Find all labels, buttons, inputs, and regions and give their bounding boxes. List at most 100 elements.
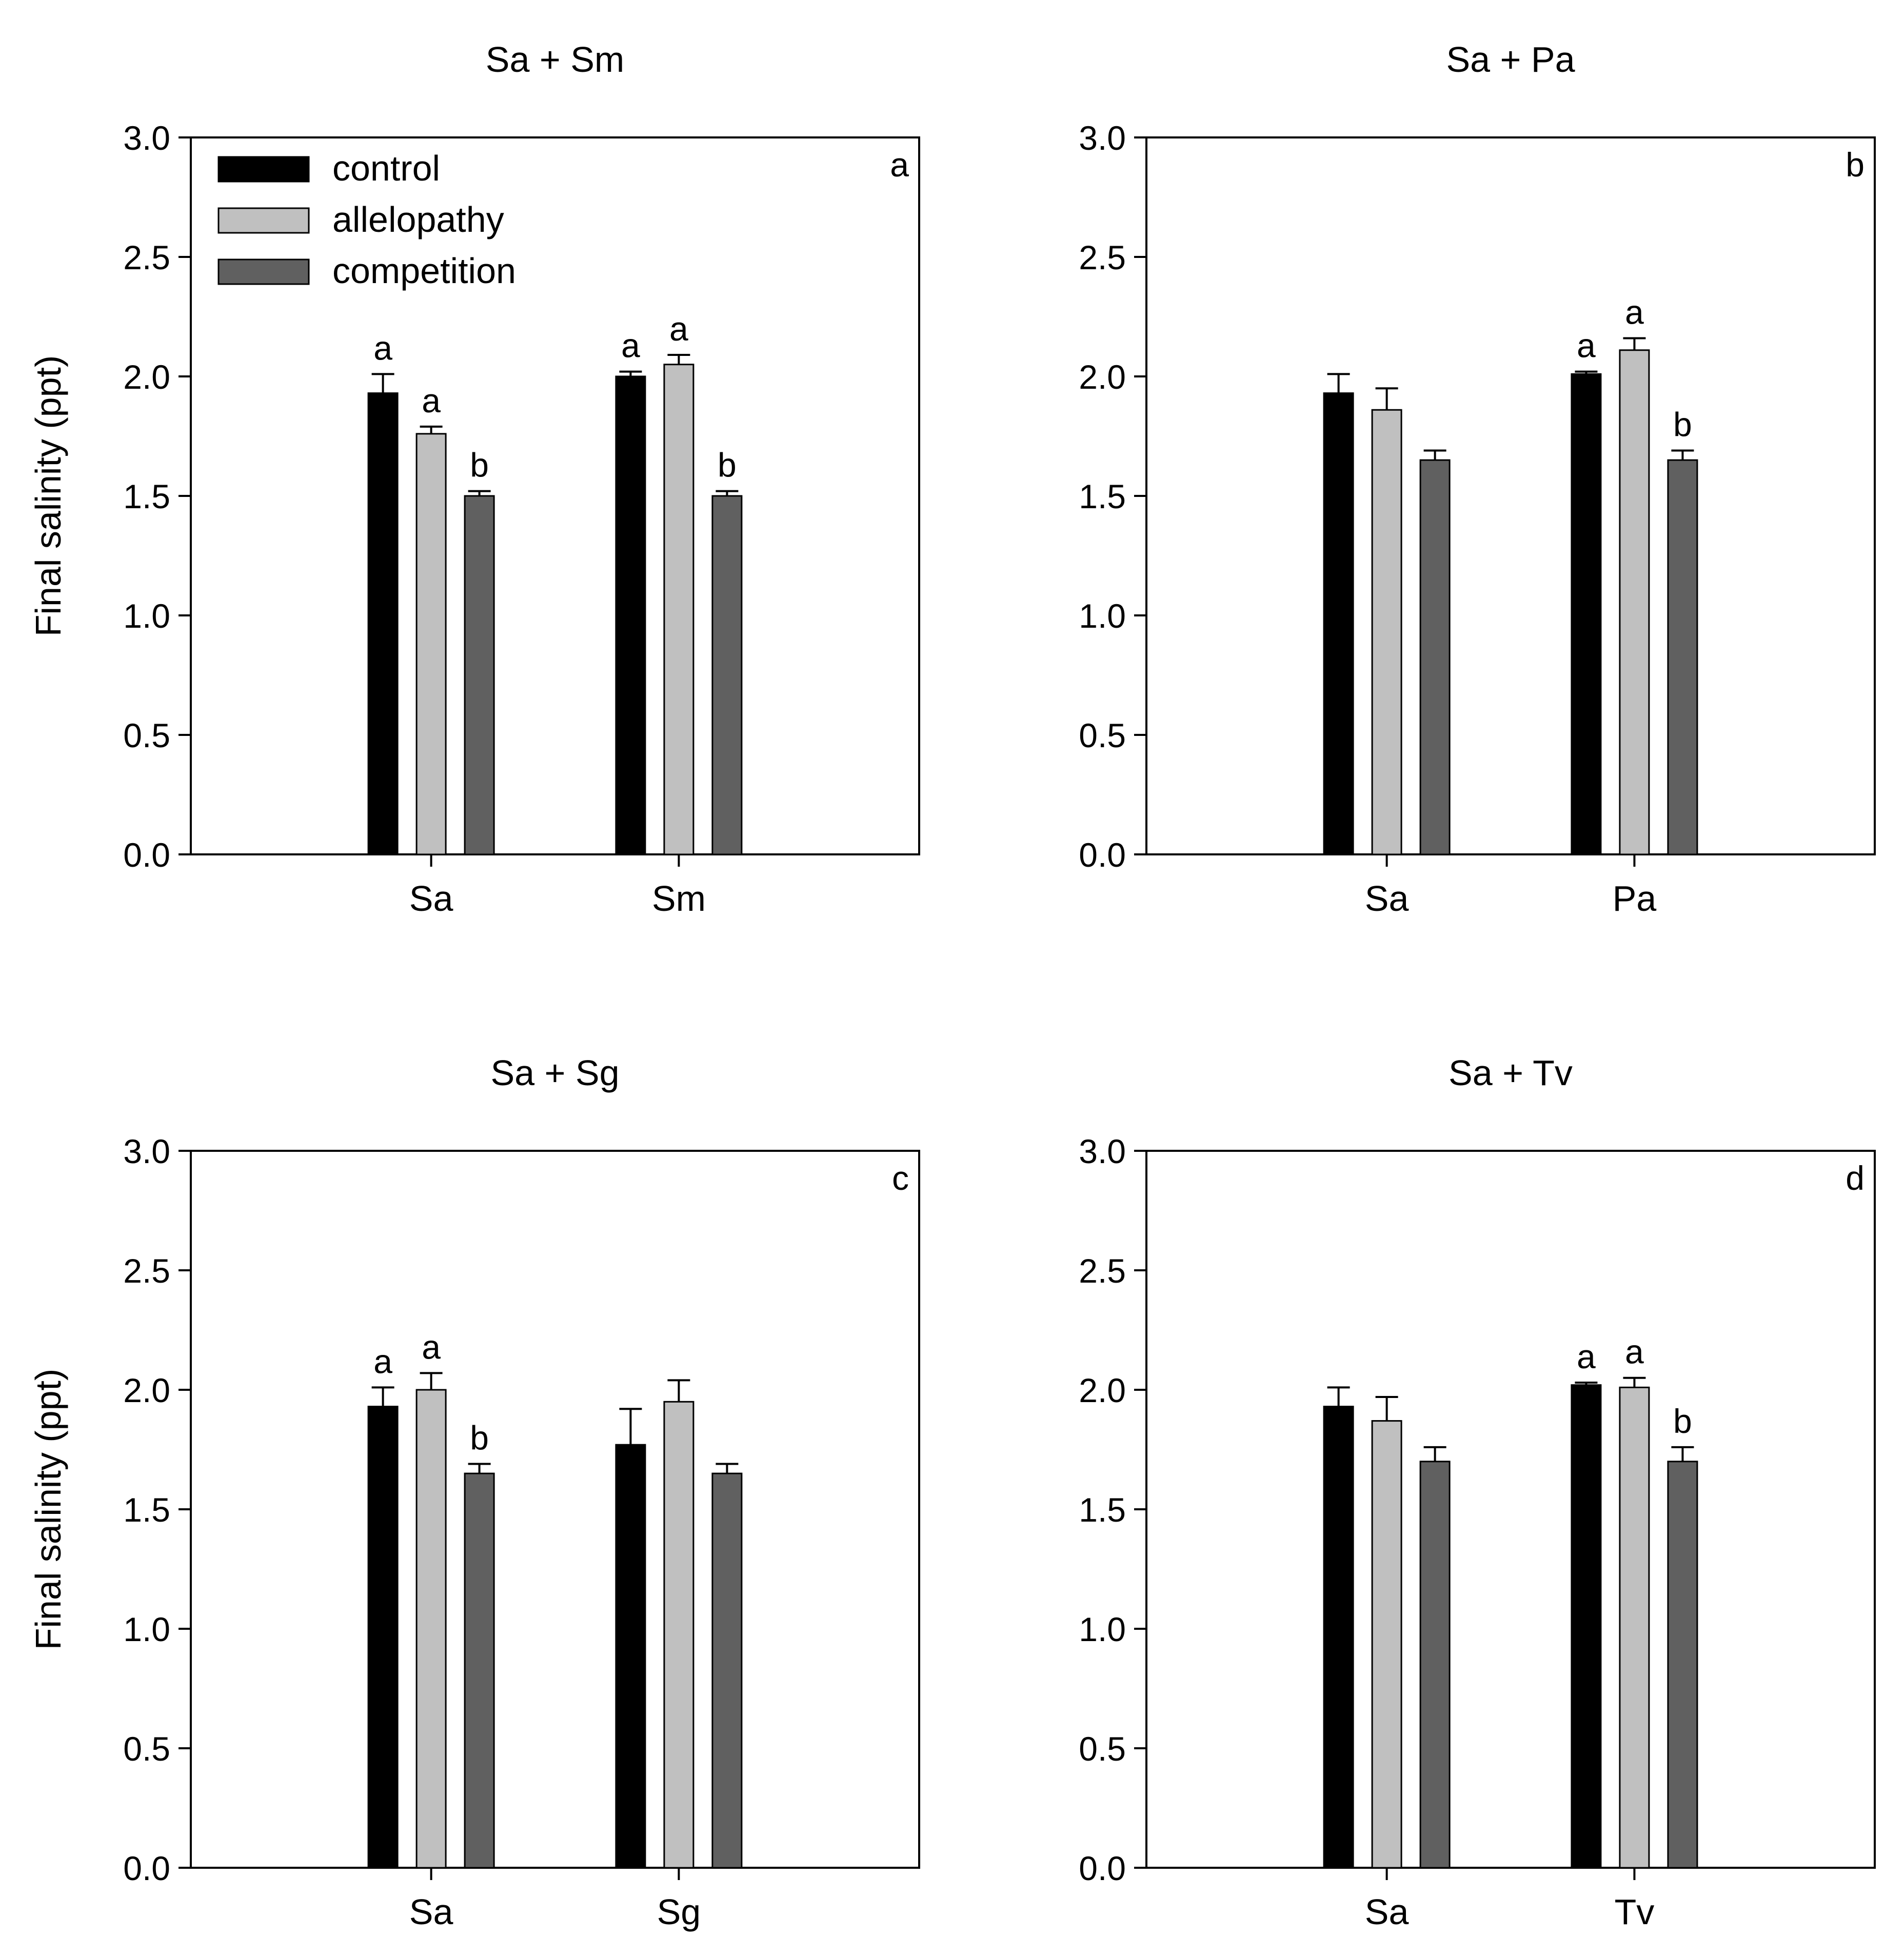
significance-letter: a — [373, 1342, 392, 1380]
legend-swatch-competition — [217, 258, 310, 285]
y-tick-label: 1.5 — [1079, 1491, 1126, 1529]
bar-competition-Sa — [464, 495, 495, 855]
y-tick-label: 3.0 — [123, 119, 170, 157]
x-tick-label: Tv — [1615, 1892, 1655, 1932]
y-tick-label: 2.5 — [123, 1252, 170, 1290]
y-tick-label: 1.0 — [1079, 1610, 1126, 1648]
panel-label: d — [1846, 1159, 1865, 1197]
bar-allelopathy-Sa — [415, 433, 447, 855]
bar-competition-Sa — [464, 1472, 495, 1869]
significance-letter: b — [470, 446, 489, 484]
y-tick-label: 0.5 — [123, 1730, 170, 1768]
bar-competition-Sm — [711, 495, 743, 855]
bar-control-Sa — [1323, 1406, 1354, 1869]
bar-competition-Sa — [1419, 1461, 1451, 1869]
x-tick-label: Pa — [1613, 878, 1657, 918]
bar-allelopathy-Sm — [663, 364, 695, 855]
y-tick-label: 2.0 — [123, 358, 170, 396]
bar-allelopathy-Sa — [1371, 1420, 1402, 1869]
chart-title: Sa + Sm — [486, 39, 624, 79]
y-tick-label: 2.0 — [1079, 358, 1126, 396]
x-tick-label: Sa — [1365, 878, 1409, 918]
y-tick-label: 3.0 — [1079, 119, 1126, 157]
significance-letter: b — [1673, 1402, 1692, 1440]
plot-frame — [1145, 136, 1876, 855]
legend-swatch-control — [217, 156, 310, 183]
bar-competition-Pa — [1667, 459, 1698, 855]
y-tick-label: 2.5 — [123, 238, 170, 276]
x-tick-label: Sa — [409, 1892, 453, 1932]
y-tick-label: 2.0 — [123, 1371, 170, 1409]
significance-letter: a — [422, 1328, 441, 1366]
y-axis-label: Final salinity (ppt) — [28, 1369, 68, 1650]
chart-panel-c: 0.0 0.5 1.0 1.5 2.0 2.5 3.0 Sa + Sg c Final salin… — [28, 1053, 920, 1932]
y-tick-label: 0.5 — [123, 716, 170, 754]
significance-letter: b — [718, 446, 737, 484]
x-tick-label: Sa — [1365, 1892, 1409, 1932]
bar-competition-Sa — [1419, 459, 1451, 855]
panel-label: c — [892, 1159, 909, 1197]
significance-letter: a — [422, 382, 441, 420]
y-axis-label: Final salinity (ppt) — [28, 355, 68, 637]
x-tick-label: Sm — [652, 878, 706, 918]
significance-letter: b — [1673, 405, 1692, 443]
chart-panel-b: 0.0 0.5 1.0 1.5 2.0 2.5 3.0 Sa + Pa b Sa Pa aa b — [1079, 39, 1876, 918]
y-tick-label: 3.0 — [1079, 1132, 1126, 1170]
y-tick-label: 1.0 — [123, 597, 170, 635]
bar-control-Sa — [367, 392, 399, 855]
legend: control allelopathy competition — [217, 148, 516, 291]
significance-letter: a — [373, 329, 392, 367]
significance-letter: b — [470, 1419, 489, 1456]
significance-letter: a — [621, 327, 640, 365]
significance-letter: a — [1577, 1337, 1596, 1375]
chart-panel-a: 0.0 0.5 1.0 1.5 2.0 2.5 3.0 Sa + Sm a Final salin… — [28, 39, 920, 918]
y-tick-label: 0.0 — [123, 1849, 170, 1887]
significance-letter: a — [669, 310, 688, 348]
bar-allelopathy-Sa — [1371, 409, 1402, 855]
bar-allelopathy-Sa — [415, 1389, 447, 1869]
significance-letter: a — [1577, 327, 1596, 365]
bar-control-Pa — [1571, 373, 1602, 855]
panel-label: b — [1846, 146, 1865, 184]
legend-label-competition: competition — [332, 251, 516, 291]
legend-swatch-allelopathy — [217, 207, 310, 234]
bar-control-Sm — [615, 375, 646, 855]
plot-frame — [190, 1150, 920, 1869]
significance-letter: a — [1625, 293, 1644, 331]
y-tick-label: 0.0 — [1079, 836, 1126, 874]
y-tick-label: 0.5 — [1079, 1730, 1126, 1768]
plot-frame — [190, 136, 920, 855]
bar-allelopathy-Tv — [1619, 1386, 1650, 1869]
y-tick-label: 3.0 — [123, 1132, 170, 1170]
bar-control-Sa — [1323, 392, 1354, 855]
bar-control-Sg — [615, 1444, 646, 1869]
y-tick-label: 1.5 — [1079, 477, 1126, 515]
panel-label: a — [890, 146, 909, 184]
significance-letter: a — [1625, 1333, 1644, 1371]
y-tick-label: 2.5 — [1079, 1252, 1126, 1290]
chart-title: Sa + Sg — [490, 1053, 619, 1093]
y-tick-label: 1.0 — [1079, 597, 1126, 635]
y-tick-label: 1.5 — [123, 1491, 170, 1529]
y-tick-label: 0.0 — [1079, 1849, 1126, 1887]
y-tick-label: 2.0 — [1079, 1371, 1126, 1409]
chart-title: Sa + Pa — [1446, 39, 1575, 79]
y-tick-label: 2.5 — [1079, 238, 1126, 276]
y-tick-label: 0.0 — [123, 836, 170, 874]
y-tick-label: 1.0 — [123, 1610, 170, 1648]
bar-allelopathy-Sg — [663, 1401, 695, 1869]
bar-control-Tv — [1571, 1384, 1602, 1869]
x-tick-label: Sg — [657, 1892, 701, 1932]
x-tick-label: Sa — [409, 878, 453, 918]
chart-title: Sa + Tv — [1449, 1053, 1573, 1093]
bar-control-Sa — [367, 1406, 399, 1869]
y-tick-label: 0.5 — [1079, 716, 1126, 754]
bar-competition-Sg — [711, 1472, 743, 1869]
legend-label-control: control — [332, 148, 440, 188]
bar-competition-Tv — [1667, 1461, 1698, 1869]
plot-frame — [1145, 1150, 1876, 1869]
y-tick-label: 1.5 — [123, 477, 170, 515]
legend-label-allelopathy: allelopathy — [332, 199, 504, 239]
